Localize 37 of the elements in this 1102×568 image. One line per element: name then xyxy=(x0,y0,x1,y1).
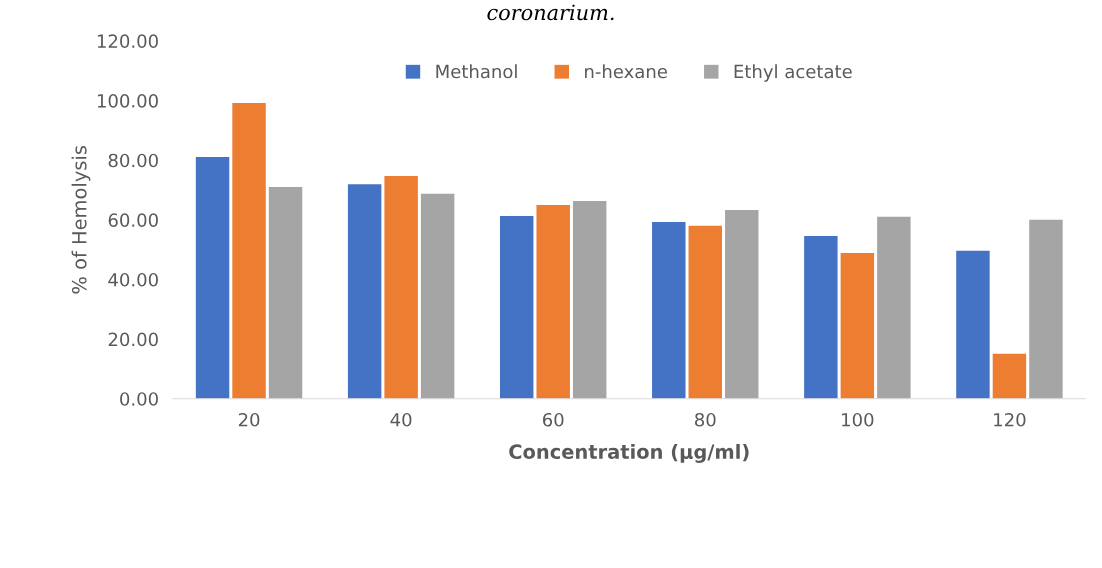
legend-label: Methanol xyxy=(436,64,517,79)
x-tick-label: 20 xyxy=(238,412,260,427)
x-tick-label: 60 xyxy=(542,412,564,427)
x-tick-label: 100 xyxy=(842,412,874,427)
y-axis-title: % of Hemolysis xyxy=(71,145,91,294)
bar xyxy=(384,175,418,399)
bar xyxy=(688,225,723,399)
bar xyxy=(499,215,534,399)
y-tick-label: 60.00 xyxy=(108,213,158,227)
y-tick-label: 40.00 xyxy=(108,272,158,287)
bar xyxy=(956,250,990,399)
y-tick-label: 20.00 xyxy=(108,332,158,347)
bar xyxy=(804,235,838,399)
bar xyxy=(652,221,686,399)
legend-label: Ethyl acetate xyxy=(734,64,852,82)
bar xyxy=(840,252,875,399)
bar xyxy=(1029,219,1063,399)
legend-label: n-hexane xyxy=(585,64,667,79)
bar xyxy=(536,204,570,399)
bar xyxy=(572,201,607,399)
x-axis-title: Concentration (µg/ml) xyxy=(509,443,749,463)
bar xyxy=(877,216,911,399)
x-tick-label: 120 xyxy=(994,412,1026,427)
bar xyxy=(195,156,230,399)
bar xyxy=(347,184,382,399)
y-tick-label: 120.00 xyxy=(97,34,158,49)
y-tick-label: 100.00 xyxy=(97,94,158,108)
bar xyxy=(992,353,1027,399)
bar xyxy=(420,193,455,399)
bar xyxy=(725,209,759,399)
x-tick-label: 80 xyxy=(695,412,716,427)
x-tick-label: 40 xyxy=(390,412,412,427)
y-tick-label: 80.00 xyxy=(108,153,158,168)
y-tick-label: 0.00 xyxy=(120,392,158,406)
text: coronarium. xyxy=(487,4,614,21)
bar xyxy=(268,187,303,399)
bar xyxy=(232,102,266,399)
